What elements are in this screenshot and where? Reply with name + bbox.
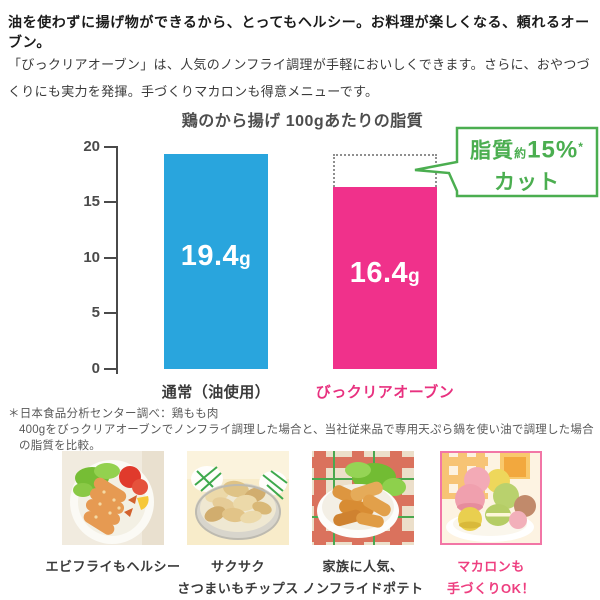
y-tick-label: 15	[83, 193, 100, 210]
y-tick	[104, 146, 117, 148]
intro-paragraph: 「びっクリアオーブン」は、人気のノンフライ調理が手軽においしくできます。さらに、…	[8, 57, 590, 99]
headline: 油を使わずに揚げ物ができるから、とってもヘルシー。お料理が楽しくなる、頼れるオー…	[8, 14, 590, 50]
bar-normal-oil	[164, 153, 268, 369]
y-tick-label: 5	[91, 304, 100, 321]
footnote: ＊日本食品分析センター調べ：鶏もも肉 400gをびっクリアオーブンでノンフライ調…	[8, 406, 594, 454]
bar-value-oven: 16.4g	[349, 256, 421, 289]
y-tick-label: 0	[91, 360, 100, 377]
macaron-photo	[440, 451, 542, 545]
caption-macaron: マカロンも 手づくりOK！	[446, 559, 535, 596]
y-tick	[104, 257, 117, 259]
y-tick	[104, 201, 117, 203]
y-tick	[104, 368, 117, 370]
callout-text: 脂質約15%* カット	[459, 133, 595, 197]
footnote-line2: 400gをびっクリアオーブンでノンフライ調理した場合と、当社従来品で専用天ぷら鍋…	[19, 424, 594, 452]
caption-non-fried-potato: 家族に人気、 ノンフライドポテト	[302, 559, 424, 596]
y-tick-label: 20	[83, 138, 100, 155]
callout-line2: カット	[494, 171, 560, 195]
y-tick-label: 10	[83, 249, 100, 266]
asterisk-mark: *	[578, 140, 584, 154]
ebi-fry-photo	[62, 451, 164, 545]
callout-bubble	[414, 126, 599, 198]
non-fried-potato-photo	[312, 451, 414, 545]
y-tick	[104, 312, 117, 314]
y-axis-line	[116, 146, 118, 374]
bar-value-normal: 19.4g	[180, 240, 252, 273]
callout-line1: 脂質約15%*	[470, 136, 584, 164]
caption-sweet-potato-chips: サクサク さつまいもチップス	[177, 559, 299, 596]
chart-title: 鶏のから揚げ 100gあたりの脂質	[181, 113, 424, 130]
footnote-line1: ＊日本食品分析センター調べ：鶏もも肉	[8, 408, 219, 420]
caption-ebi-fry: エビフライもヘルシー	[45, 559, 181, 574]
sweet-potato-chips-photo	[187, 451, 289, 545]
category-label-normal: 通常（油使用）	[161, 384, 271, 401]
category-label-oven: びっクリアオーブン	[315, 384, 455, 401]
bar-bikkuri-oven	[333, 186, 437, 369]
